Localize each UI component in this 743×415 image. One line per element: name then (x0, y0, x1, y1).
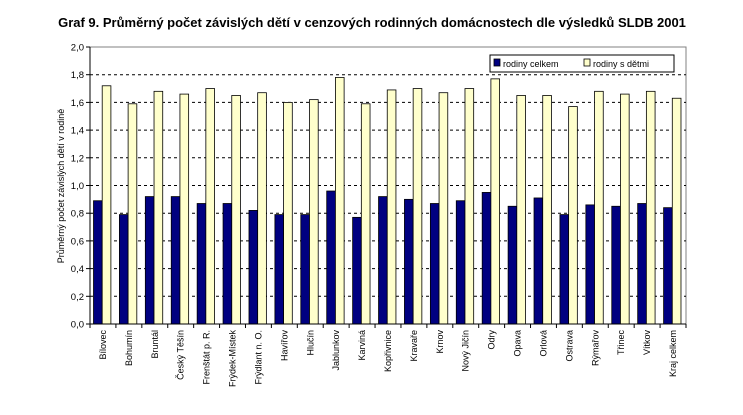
bar-rodiny-s-dětmi (671, 97, 682, 325)
legend-box (489, 54, 675, 73)
y-tick-label: 0,2 (71, 292, 84, 303)
bar-rodiny-celkem (222, 203, 233, 325)
bar-rodiny-celkem (455, 200, 466, 325)
legend: rodiny celkem rodiny s dětmi (489, 54, 675, 73)
y-tick-label: 0,4 (71, 264, 84, 275)
y-tick-label: 0,6 (71, 236, 84, 247)
bar-rodiny-s-dětmi (101, 85, 112, 325)
bar-rodiny-celkem (559, 214, 570, 325)
bar-rodiny-s-dětmi (620, 93, 630, 325)
x-tick-label: Bohumín (124, 330, 134, 366)
bar-rodiny-s-dětmi (127, 103, 138, 325)
bar-rodiny-s-dětmi (412, 88, 423, 325)
bar-rodiny-s-dětmi (568, 106, 578, 325)
legend-swatch (583, 58, 591, 67)
x-tick-label: Havířov (279, 330, 289, 362)
bar-rodiny-celkem (300, 214, 310, 325)
bar-rodiny-celkem (637, 203, 647, 325)
bar-rodiny-celkem (326, 190, 336, 325)
x-tick-label: Kravaře (409, 330, 419, 362)
legend-swatch (493, 58, 501, 67)
bar-rodiny-celkem (119, 214, 129, 325)
bar-rodiny-celkem (481, 192, 492, 325)
x-tick-label: Krnov (435, 330, 445, 354)
x-tick-label: Frenštát p. R. (202, 330, 212, 385)
bar-rodiny-s-dětmi (153, 90, 164, 325)
y-tick-label: 0,0 (71, 320, 84, 331)
bar-rodiny-s-dětmi (490, 78, 500, 325)
x-tick-label: Karviná (357, 330, 367, 361)
y-tick-label: 1,4 (71, 126, 84, 137)
x-tick-label: Kraj celkem (668, 330, 678, 377)
y-tick-label: 1,8 (71, 70, 84, 81)
bar-rodiny-s-dětmi (464, 88, 475, 325)
bar-rodiny-s-dětmi (257, 92, 267, 325)
bar-rodiny-celkem (611, 205, 621, 325)
legend-label: rodiny celkem (503, 59, 559, 69)
bar-rodiny-celkem (585, 204, 595, 325)
bar-rodiny-celkem (429, 203, 440, 325)
x-tick-label: Jablunkov (331, 330, 341, 371)
bar-rodiny-celkem (144, 196, 155, 325)
y-tick-label: 1,2 (71, 153, 84, 164)
x-tick-label: Český Těšín (176, 330, 186, 380)
legend-label: rodiny s dětmi (593, 59, 649, 69)
bar-rodiny-celkem (378, 196, 388, 325)
y-tick-label: 1,0 (71, 181, 84, 192)
bar-rodiny-s-dětmi (645, 90, 656, 325)
bar-rodiny-celkem (533, 197, 544, 325)
bar-rodiny-s-dětmi (516, 95, 526, 325)
bar-rodiny-s-dětmi (386, 89, 397, 325)
bar-rodiny-celkem (507, 205, 518, 325)
x-tick-label: Frýdlant n. O. (253, 330, 263, 385)
x-tick-label: Nový Jičín (461, 330, 471, 372)
y-axis-label: Průměrný počet závislých dětí v rodině (56, 109, 66, 264)
bar-rodiny-s-dětmi (594, 90, 604, 325)
x-tick-label: Rýmařov (590, 330, 600, 367)
bar-rodiny-celkem (196, 203, 207, 325)
bar-rodiny-s-dětmi (283, 102, 293, 325)
y-tick-label: 0,8 (71, 209, 84, 220)
bar-rodiny-celkem (404, 198, 414, 325)
bar-rodiny-s-dětmi (335, 77, 345, 325)
bar-rodiny-celkem (274, 214, 284, 325)
bar-rodiny-s-dětmi (360, 103, 371, 325)
bar-rodiny-s-dětmi (438, 92, 449, 325)
bar-rodiny-celkem (248, 210, 259, 325)
x-tick-label: Odry (487, 330, 497, 350)
x-tick-label: Třinec (616, 330, 626, 356)
bar-rodiny-s-dětmi (542, 95, 552, 325)
x-tick-label: Vítkov (642, 330, 652, 356)
chart-title: Graf 9. Průměrný počet závislých dětí v … (58, 15, 686, 30)
x-tick-label: Hlučín (305, 330, 315, 356)
x-tick-label: Bílovec (98, 330, 108, 360)
x-tick-label: Ostrava (564, 330, 574, 362)
bar-rodiny-s-dětmi (205, 88, 215, 325)
x-tick-label: Kopřivnice (383, 330, 393, 372)
x-tick-label: Opava (513, 330, 523, 357)
x-tick-label: Bruntál (150, 330, 160, 359)
x-tick-label: Frýdek-Místek (228, 330, 238, 388)
bar-rodiny-celkem (170, 196, 181, 325)
y-tick-label: 1,6 (71, 98, 84, 109)
bar-rodiny-s-dětmi (309, 99, 319, 325)
bar-rodiny-celkem (663, 207, 673, 325)
y-tick-label: 2,0 (71, 43, 84, 54)
bar-rodiny-s-dětmi (231, 95, 241, 325)
x-tick-label: Orlová (538, 330, 548, 357)
bar-rodiny-s-dětmi (179, 93, 190, 325)
bar-rodiny-celkem (352, 216, 362, 325)
bar-rodiny-celkem (93, 200, 103, 325)
